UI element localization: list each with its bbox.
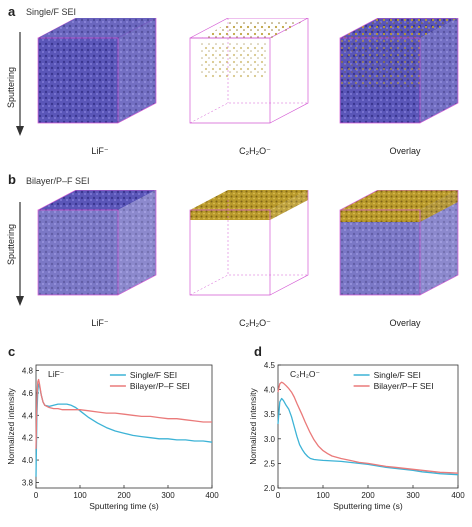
chart-c-ytick-label-4: 4.6 <box>22 389 34 398</box>
chart-d-ytick-label-4: 4.0 <box>264 386 276 395</box>
panel-d-letter: d <box>254 344 262 359</box>
chart-d-ytick-label-0: 2.0 <box>264 484 276 493</box>
chart-c-ytick-label-5: 4.8 <box>22 367 34 376</box>
chart-c-xlabel: Sputtering time (s) <box>89 501 159 511</box>
chart-c-ytick-label-3: 4.4 <box>22 411 34 420</box>
cube-b-c2h2o-label: C₂H₂O⁻ <box>239 318 271 328</box>
chart-d-legend-label-0: Single/F SEI <box>374 370 421 380</box>
chart-d-xtick-label-2: 200 <box>361 491 375 500</box>
chart-c-ytick-label-2: 4.2 <box>22 434 34 443</box>
cube-b-lif <box>37 190 157 296</box>
panel-c-letter: c <box>8 344 16 359</box>
chart-c-legend-label-1: Bilayer/P–F SEI <box>130 381 190 391</box>
chart-c-ylabel: Normalized intensity <box>6 387 16 464</box>
chart-c-xtick-label-1: 100 <box>73 491 87 500</box>
cube-a-c2h2o-label: C₂H₂O⁻ <box>239 146 271 156</box>
chart-d-xtick-label-1: 100 <box>316 491 330 500</box>
chart-d-series-0-line <box>277 397 459 476</box>
chart-d-xtick-label-4: 400 <box>451 491 465 500</box>
chart-d-c2h2o: 0 100 200 300 400 2.0 2.5 3.0 3.5 4.0 4.5 Sputterin… <box>248 361 465 511</box>
chart-d-annotation: C₂H₂O⁻ <box>290 369 320 379</box>
cube-a-overlay-label: Overlay <box>389 146 421 156</box>
panel-a-sputtering-arrow <box>16 32 24 136</box>
chart-c-ytick-label-1: 4.0 <box>22 456 34 465</box>
panel-a-cubes <box>37 18 459 124</box>
panel-a-letter: a <box>8 4 16 19</box>
cube-a-lif <box>37 18 157 124</box>
chart-c-annotation: LiF⁻ <box>48 369 65 379</box>
panel-b-letter: b <box>8 172 16 187</box>
cube-a-overlay <box>339 18 459 124</box>
chart-d-ytick-label-5: 4.5 <box>264 361 276 370</box>
chart-c-lif: 0 100 200 300 400 3.8 4.0 4.2 4.4 4.6 4.8 Sputterin… <box>6 364 219 511</box>
chart-c-xtick-label-2: 200 <box>117 491 131 500</box>
chart-d-ytick-label-1: 2.5 <box>264 459 276 468</box>
chart-d-ylabel: Normalized intensity <box>248 387 258 464</box>
chart-d-ytick-label-2: 3.0 <box>264 435 276 444</box>
panel-b-cubes <box>37 190 459 296</box>
chart-d-xlabel: Sputtering time (s) <box>333 501 403 511</box>
chart-c-series-1-line <box>35 378 212 449</box>
chart-d-ytick-label-3: 3.5 <box>264 410 276 419</box>
chart-c-series-0-line <box>35 383 213 477</box>
chart-c-xtick-label-0: 0 <box>34 491 39 500</box>
chart-c-xtick-label-3: 300 <box>161 491 175 500</box>
cube-a-c2h2o <box>189 18 309 124</box>
cube-b-c2h2o <box>189 190 309 296</box>
cube-b-overlay-label: Overlay <box>389 318 421 328</box>
chart-d-xtick-label-0: 0 <box>276 491 281 500</box>
panel-b-sputtering-arrow <box>16 202 24 306</box>
cube-b-lif-label: LiF⁻ <box>91 318 109 328</box>
chart-c-xtick-label-4: 400 <box>205 491 219 500</box>
chart-c-legend-label-0: Single/F SEI <box>130 370 177 380</box>
chart-d-xtick-label-3: 300 <box>406 491 420 500</box>
chart-c-ytick-label-0: 3.8 <box>22 478 34 487</box>
panel-a-title: Single/F SEI <box>26 7 77 17</box>
cube-b-overlay <box>339 190 459 296</box>
panel-b-title: Bilayer/P–F SEI <box>26 176 90 186</box>
chart-d-legend-label-1: Bilayer/P–F SEI <box>374 381 434 391</box>
cube-a-lif-label: LiF⁻ <box>91 146 109 156</box>
chart-d-series-1-line <box>277 381 459 474</box>
